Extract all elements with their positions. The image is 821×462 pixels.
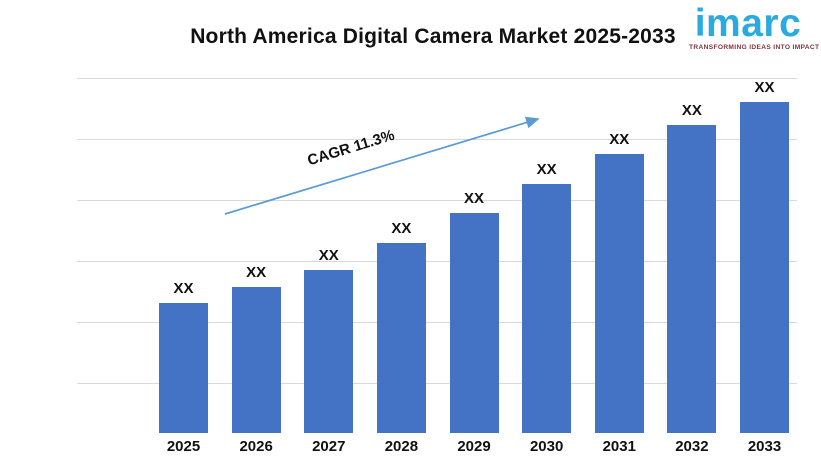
bar-2028	[376, 243, 426, 433]
x-axis-label-2025: 2025	[166, 438, 201, 455]
x-axis-label-2033: 2033	[747, 438, 782, 455]
bar-value-label-2033: XX	[754, 79, 775, 96]
bar-value-label-2030: XX	[536, 161, 557, 178]
bar-value-label-2025: XX	[173, 280, 194, 297]
x-axis-label-2027: 2027	[312, 438, 346, 455]
bar-value-label-2032: XX	[681, 102, 702, 119]
bar-value-label-2031: XX	[609, 131, 630, 148]
imarc-logo-wordmark: imarc	[694, 2, 802, 45]
gridline	[77, 322, 797, 323]
bar-value-label-2029: XX	[463, 190, 484, 207]
bar-value-label-2028: XX	[391, 220, 412, 237]
bar-2026	[231, 287, 281, 433]
bar-value-label-2026: XX	[246, 264, 267, 281]
bar-2032	[667, 125, 717, 433]
x-axis-label-2032: 2032	[675, 438, 709, 455]
bar-2025	[159, 303, 208, 433]
bar-2033	[740, 102, 789, 433]
gridline	[77, 78, 797, 79]
bar-2031	[594, 154, 644, 433]
imarc-logo: imarc TRANSFORMING IDEAS INTO IMPACT	[689, 2, 820, 52]
x-axis-label-2028: 2028	[384, 438, 419, 455]
bar-2029	[449, 213, 499, 433]
bar-2030	[522, 184, 572, 433]
x-axis-label-2031: 2031	[602, 438, 636, 455]
bar-2027	[304, 270, 354, 433]
gridline	[77, 261, 797, 262]
cagr-annotation: CAGR 11.3%	[305, 126, 397, 170]
x-axis-label-2030: 2030	[529, 438, 564, 455]
chart-title: North America Digital Camera Market 2025…	[190, 25, 676, 48]
x-axis-label-2029: 2029	[457, 438, 491, 455]
imarc-logo-tagline: TRANSFORMING IDEAS INTO IMPACT	[689, 44, 820, 51]
gridline	[77, 383, 797, 384]
x-axis-label-2026: 2026	[239, 438, 273, 455]
bar-value-label-2027: XX	[318, 247, 339, 264]
